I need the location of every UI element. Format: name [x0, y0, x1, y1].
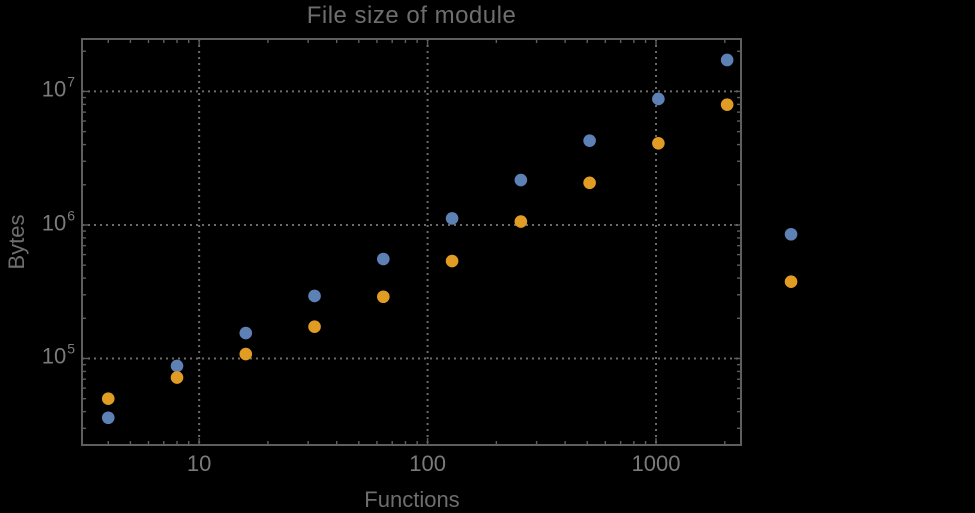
data-point-blue-series: [583, 134, 596, 147]
data-point-orange-series: [784, 275, 798, 288]
data-point-orange-series: [652, 136, 665, 150]
y-tick-label: 107: [41, 73, 75, 103]
data-point-blue-series: [377, 252, 390, 266]
data-point-orange-series: [720, 98, 734, 111]
data-point-orange-series: [445, 254, 459, 268]
data-point-orange-series: [377, 290, 390, 304]
data-point-blue-series: [652, 92, 665, 106]
data-point-orange-series: [308, 320, 321, 334]
data-point-blue-series: [514, 173, 528, 187]
x-tick-label: 1000: [631, 451, 681, 476]
data-point-blue-series: [308, 289, 321, 303]
y-tick-label: 106: [41, 207, 75, 236]
data-point-orange-series: [514, 215, 528, 228]
data-point-blue-series: [239, 326, 253, 340]
plot-frame: [81, 38, 742, 446]
data-point-orange-series: [170, 371, 184, 384]
data-point-orange-series: [583, 176, 596, 190]
data-point-blue-series: [784, 227, 798, 241]
data-point-blue-series: [101, 411, 115, 425]
x-tick-label: 100: [409, 451, 446, 476]
data-point-blue-series: [170, 359, 184, 373]
chart-title: File size of module: [306, 2, 517, 29]
x-tick-label: 10: [186, 451, 212, 476]
data-point-orange-series: [239, 347, 253, 361]
y-tick-label: 105: [41, 340, 75, 370]
data-point-blue-series: [720, 53, 734, 67]
x-axis-label: Functions: [364, 487, 460, 512]
data-point-blue-series: [445, 212, 459, 225]
data-point-orange-series: [101, 392, 115, 405]
y-axis-label: Bytes: [4, 214, 29, 270]
